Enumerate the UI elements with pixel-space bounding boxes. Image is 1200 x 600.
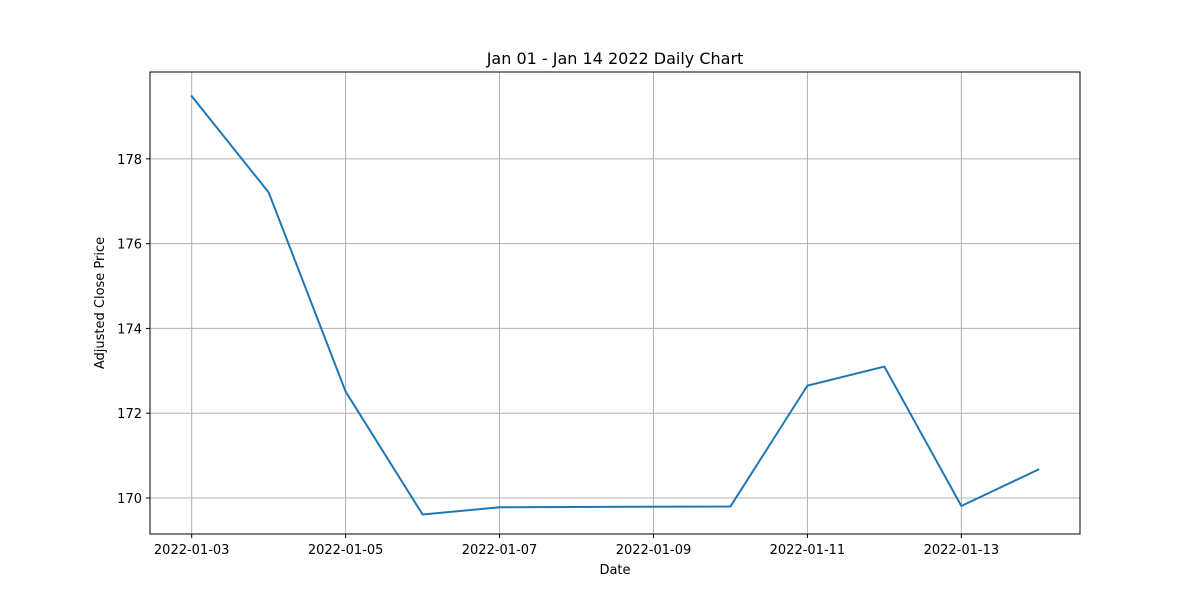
y-axis-ticks: 170 172 174 176 178 bbox=[117, 153, 150, 507]
data-point bbox=[1037, 469, 1039, 471]
x-tick-label: 2022-01-05 bbox=[308, 543, 384, 558]
x-axis-ticks: 2022-01-03 2022-01-05 2022-01-07 2022-01-09… bbox=[154, 534, 999, 558]
y-tick-label: 174 bbox=[117, 322, 142, 337]
grid bbox=[150, 72, 1080, 534]
y-tick-label: 170 bbox=[117, 492, 142, 507]
x-axis-label: Date bbox=[599, 563, 630, 578]
plot-area-frame bbox=[149, 71, 1081, 535]
chart-title: Jan 01 - Jan 14 2022 Daily Chart bbox=[486, 49, 744, 68]
data-point bbox=[191, 95, 193, 97]
data-point bbox=[422, 514, 424, 516]
data-point bbox=[345, 391, 347, 393]
series-layer bbox=[190, 94, 1040, 516]
x-tick-label: 2022-01-09 bbox=[616, 543, 692, 558]
x-tick-label: 2022-01-13 bbox=[924, 543, 1000, 558]
x-tick-label: 2022-01-03 bbox=[154, 543, 230, 558]
series-line bbox=[190, 94, 1040, 516]
data-point bbox=[499, 506, 501, 508]
y-tick-label: 172 bbox=[117, 407, 142, 422]
y-axis-label: Adjusted Close Price bbox=[93, 237, 108, 369]
data-point bbox=[729, 505, 731, 507]
data-point bbox=[883, 366, 885, 368]
x-tick-label: 2022-01-11 bbox=[770, 543, 846, 558]
y-tick-label: 176 bbox=[117, 238, 142, 253]
data-point bbox=[268, 191, 270, 193]
data-point bbox=[960, 505, 962, 507]
data-point bbox=[806, 385, 808, 387]
y-tick-label: 178 bbox=[117, 153, 142, 168]
x-tick-label: 2022-01-07 bbox=[462, 543, 538, 558]
